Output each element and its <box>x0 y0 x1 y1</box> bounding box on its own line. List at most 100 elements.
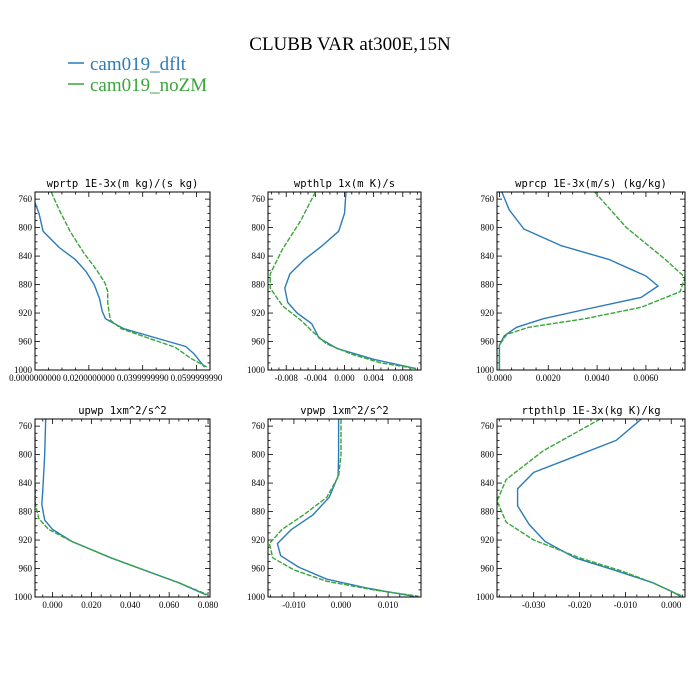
y-tick-label: 960 <box>481 337 495 347</box>
x-tick-label: -0.004 <box>304 373 328 383</box>
x-tick-label: 0.000 <box>661 600 682 610</box>
y-tick-label: 880 <box>252 280 266 290</box>
y-tick-label: 760 <box>252 194 266 204</box>
y-tick-label: 840 <box>252 251 266 261</box>
panel-3: wprcp 1E-3x(m/s) (kg/kg) 760 800 840 880 920 9… <box>476 178 686 383</box>
panel-title: wprcp 1E-3x(m/s) (kg/kg) <box>515 178 667 190</box>
y-tick-label: 800 <box>481 450 495 460</box>
y-tick-label: 760 <box>481 194 495 204</box>
plot-frame <box>496 418 686 598</box>
y-tick-label: 960 <box>19 337 33 347</box>
legend: cam019_dflt cam019_noZM <box>68 54 207 96</box>
x-tick-label: -0.010 <box>282 600 306 610</box>
x-tick-label: -0.008 <box>275 373 299 383</box>
y-tick-label: 1000 <box>14 592 33 602</box>
y-tick-label: 800 <box>252 450 266 460</box>
plot-frame <box>267 191 422 371</box>
y-tick-label: 800 <box>481 223 495 233</box>
x-tick-label: -0.030 <box>522 600 546 610</box>
x-tick-label: 0.040 <box>120 600 141 610</box>
x-tick-label: 0.0040 <box>585 373 610 383</box>
x-tick-label: 0.0060 <box>634 373 659 383</box>
panels: wprtp 1E-3x(m kg)/(s kg) 760 800 840 880 920 9… <box>9 178 686 610</box>
x-tick-label: 0.020 <box>81 600 102 610</box>
y-tick-label: 1000 <box>247 365 266 375</box>
y-tick-label: 1000 <box>14 365 33 375</box>
series-line-cam019_dflt <box>276 419 415 597</box>
plot-frame <box>34 191 211 371</box>
series-line-cam019_noZM <box>269 192 417 370</box>
panel-title: vpwp 1xm^2/s^2 <box>300 405 389 417</box>
y-tick-label: 960 <box>252 564 266 574</box>
y-tick-label: 760 <box>19 421 33 431</box>
x-tick-label: 0.000 <box>42 600 63 610</box>
series-line-cam019_dflt <box>498 192 659 370</box>
y-tick-label: 920 <box>481 535 495 545</box>
x-tick-label: 0.0599999990 <box>171 373 223 383</box>
x-tick-label: 0.0200000000 <box>63 373 115 383</box>
y-tick-label: 840 <box>19 478 33 488</box>
series-line-cam019_noZM <box>497 419 683 597</box>
legend-label-dflt: cam019_dflt <box>90 54 187 75</box>
y-tick-label: 880 <box>481 507 495 517</box>
x-tick-label: 0.080 <box>198 600 219 610</box>
plot-frame <box>34 418 211 598</box>
x-tick-label: 0.0000000000 <box>9 373 61 383</box>
panel-4: upwp 1xm^2/s^2 760 800 840 880 920 960 1000 0.00… <box>14 405 219 610</box>
series-line-cam019_noZM <box>50 192 208 368</box>
plot-frame <box>496 191 686 371</box>
series-line-cam019_noZM <box>35 436 209 596</box>
x-tick-label: 0.0020 <box>536 373 561 383</box>
panel-title: rtpthlp 1E-3x(kg K)/kg <box>521 405 660 417</box>
y-tick-label: 840 <box>481 251 495 261</box>
series-line-cam019_dflt <box>35 202 206 368</box>
panel-5: vpwp 1xm^2/s^2 760 800 840 880 920 960 1000 -0.0… <box>247 405 422 610</box>
y-tick-label: 760 <box>19 194 33 204</box>
y-tick-label: 880 <box>19 507 33 517</box>
x-tick-label: 0.000 <box>334 373 355 383</box>
y-tick-label: 960 <box>19 564 33 574</box>
panel-6: rtpthlp 1E-3x(kg K)/kg 760 800 840 880 920 960… <box>476 405 686 610</box>
y-tick-label: 920 <box>252 308 266 318</box>
panel-title: upwp 1xm^2/s^2 <box>78 405 167 417</box>
y-tick-label: 760 <box>252 421 266 431</box>
x-tick-label: 0.0399999990 <box>117 373 169 383</box>
plot-frame <box>267 418 422 598</box>
y-tick-label: 840 <box>19 251 33 261</box>
figure-title: CLUBB VAR at300E,15N <box>249 34 451 55</box>
panel-1: wprtp 1E-3x(m kg)/(s kg) 760 800 840 880 920 9… <box>9 178 223 383</box>
y-tick-label: 880 <box>19 280 33 290</box>
series-line-cam019_dflt <box>284 192 417 370</box>
y-tick-label: 840 <box>252 478 266 488</box>
y-tick-label: 800 <box>19 450 33 460</box>
y-tick-label: 760 <box>481 421 495 431</box>
y-tick-label: 1000 <box>247 592 266 602</box>
x-tick-label: 0.008 <box>393 373 414 383</box>
y-tick-label: 920 <box>252 535 266 545</box>
x-tick-label: 0.010 <box>378 600 399 610</box>
y-tick-label: 1000 <box>476 592 495 602</box>
y-tick-label: 960 <box>252 337 266 347</box>
series-line-cam019_noZM <box>268 419 419 597</box>
x-tick-label: 0.004 <box>364 373 385 383</box>
panel-title: wprtp 1E-3x(m kg)/(s kg) <box>47 178 199 190</box>
panel-title: wpthlp 1x(m K)/s <box>294 178 395 190</box>
y-tick-label: 800 <box>252 223 266 233</box>
series-line-cam019_dflt <box>41 419 207 596</box>
y-tick-label: 800 <box>19 223 33 233</box>
series-line-cam019_noZM <box>498 192 685 370</box>
x-tick-label: 0.000 <box>331 600 352 610</box>
y-tick-label: 920 <box>19 535 33 545</box>
x-tick-label: 0.060 <box>159 600 180 610</box>
x-tick-label: -0.020 <box>568 600 592 610</box>
y-tick-label: 880 <box>481 280 495 290</box>
series-line-cam019_dflt <box>516 419 681 597</box>
legend-label-nozm: cam019_noZM <box>90 75 207 96</box>
panel-2: wpthlp 1x(m K)/s 760 800 840 880 920 960 1000 -0… <box>247 178 422 383</box>
y-tick-label: 960 <box>481 564 495 574</box>
y-tick-label: 1000 <box>476 365 495 375</box>
y-tick-label: 840 <box>481 478 495 488</box>
y-tick-label: 920 <box>481 308 495 318</box>
y-tick-label: 920 <box>19 308 33 318</box>
